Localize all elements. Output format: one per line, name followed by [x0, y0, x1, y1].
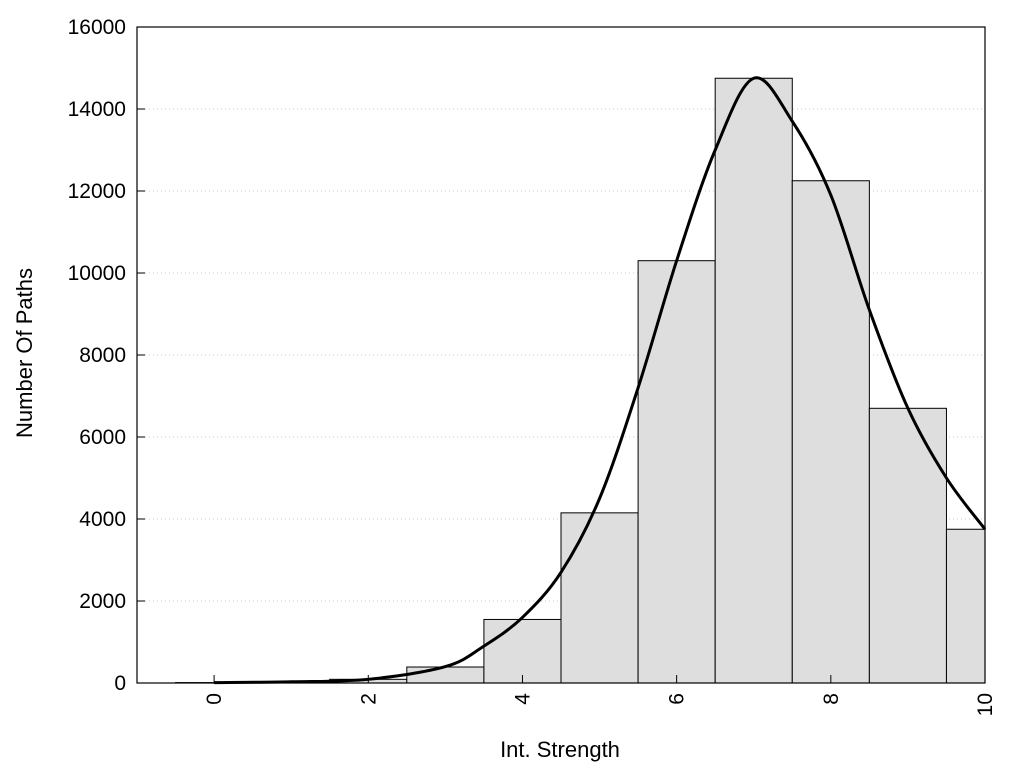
y-tick-label: 12000: [68, 180, 126, 203]
y-tick-label: 0: [114, 672, 126, 695]
histogram-bar: [714, 77, 793, 684]
histogram-bar: [945, 528, 986, 684]
x-tick-label: 0: [203, 693, 226, 705]
y-tick-label: 16000: [68, 16, 126, 39]
histogram-bar: [406, 666, 485, 684]
histogram-bar: [637, 260, 716, 684]
y-tick-label: 2000: [79, 590, 126, 613]
y-tick-label: 10000: [68, 262, 126, 285]
y-tick-label: 8000: [79, 344, 126, 367]
x-tick-label: 6: [666, 693, 689, 705]
y-tick-label: 14000: [68, 98, 126, 121]
x-tick-label: 2: [357, 693, 380, 705]
x-tick-label: 10: [974, 693, 997, 716]
x-tick-label: 8: [820, 693, 843, 705]
x-axis-label: Int. Strength: [500, 737, 620, 762]
y-tick-label: 4000: [79, 508, 126, 531]
histogram-bar: [483, 618, 562, 684]
density-curve-group: [214, 76, 987, 685]
density-curve: [214, 76, 987, 685]
x-tick-label: 4: [511, 693, 534, 705]
x-axis: 0 2 4 6 8 10: [203, 675, 997, 716]
y-axis-label: Number Of Paths: [12, 268, 37, 438]
histogram-bar: [791, 180, 870, 684]
histogram-bar: [868, 407, 947, 684]
y-axis: 0 2000 4000 6000 8000 10000 12000 14000 16000: [68, 16, 145, 695]
y-tick-label: 6000: [79, 426, 126, 449]
bars-group: [175, 77, 986, 684]
histogram-bar: [560, 512, 639, 684]
